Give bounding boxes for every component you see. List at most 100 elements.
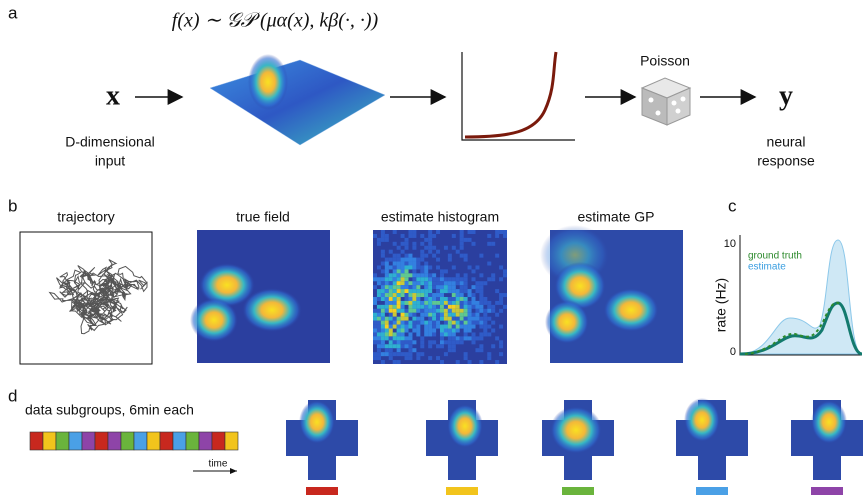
pixel (499, 265, 503, 269)
pixel (428, 265, 432, 269)
pixel (397, 262, 401, 266)
pixel (456, 325, 460, 329)
pixel (460, 289, 464, 293)
pixel (385, 289, 389, 293)
pixel (448, 309, 452, 313)
pixel (432, 340, 436, 344)
pixel (373, 317, 377, 321)
pixel (405, 238, 409, 242)
pixel (389, 332, 393, 336)
subgroup-cell (173, 432, 186, 450)
panel-c: c rate (Hz) 10 0 ground truth estimate (713, 196, 862, 357)
subgroup-cell (186, 432, 199, 450)
pixel (401, 340, 405, 344)
pixel (393, 269, 397, 273)
pixel (487, 234, 491, 238)
panel-b: b trajectory true field estimate histogr… (8, 196, 683, 364)
nonlinearity-axes (462, 52, 575, 140)
pixel (373, 340, 377, 344)
pixel (412, 273, 416, 277)
panel-title: estimate histogram (381, 209, 499, 225)
pixel (412, 242, 416, 246)
pixel (397, 340, 401, 344)
pixel (397, 301, 401, 305)
pixel (472, 242, 476, 246)
pixel (444, 325, 448, 329)
pixel (397, 293, 401, 297)
pixel (472, 269, 476, 273)
pixel (373, 297, 377, 301)
caption: response (757, 153, 815, 169)
pixel (436, 321, 440, 325)
pixel (452, 277, 456, 281)
pixel (373, 273, 377, 277)
pixel (385, 281, 389, 285)
pixel (460, 234, 464, 238)
pixel (436, 309, 440, 313)
pixel (401, 293, 405, 297)
pixel (381, 317, 385, 321)
pixel (432, 273, 436, 277)
subgroup-cell (43, 432, 56, 450)
pixel (405, 262, 409, 266)
pixel (495, 301, 499, 305)
pixel (448, 301, 452, 305)
pixel (428, 329, 432, 333)
pixel (385, 269, 389, 273)
pixel (405, 289, 409, 293)
pixel (401, 250, 405, 254)
pixel (393, 332, 397, 336)
pixel (440, 332, 444, 336)
pixel (412, 305, 416, 309)
pixel (393, 281, 397, 285)
pixel (491, 277, 495, 281)
pixel (381, 360, 385, 364)
subgroup-bar (811, 487, 843, 495)
pixel (393, 265, 397, 269)
pixel (412, 269, 416, 273)
pixel (436, 293, 440, 297)
pixel (491, 305, 495, 309)
pixel (420, 301, 424, 305)
pixel (377, 238, 381, 242)
pixel (456, 360, 460, 364)
pixel (428, 246, 432, 250)
figure: a f(x) ∼ 𝒢𝒫 (μα(x), kβ(·, ·)) x Poisson … (0, 0, 867, 501)
pixel (472, 293, 476, 297)
pixel (405, 285, 409, 289)
pixel (397, 348, 401, 352)
pixel (475, 285, 479, 289)
pixel (401, 273, 405, 277)
pixel (381, 344, 385, 348)
pixel (412, 340, 416, 344)
pixel (440, 289, 444, 293)
pixel (377, 348, 381, 352)
pixel (405, 254, 409, 258)
panel-label: d (8, 386, 17, 405)
pixel (405, 301, 409, 305)
pixel (468, 238, 472, 242)
pixel (428, 321, 432, 325)
pixel (428, 309, 432, 313)
pixel (428, 344, 432, 348)
pixel (385, 234, 389, 238)
pixel (377, 340, 381, 344)
pixel (456, 289, 460, 293)
place-field-peak (811, 400, 847, 444)
pixel (389, 352, 393, 356)
pixel (412, 234, 416, 238)
pixel (428, 317, 432, 321)
pixel (460, 340, 464, 344)
pixel (499, 301, 503, 305)
pixel (393, 293, 397, 297)
pixel (412, 317, 416, 321)
pixel (460, 313, 464, 317)
pixel (377, 344, 381, 348)
pixel (381, 285, 385, 289)
pixel (381, 297, 385, 301)
pixel (460, 305, 464, 309)
pixel (464, 317, 468, 321)
pixel (448, 329, 452, 333)
pixel (385, 348, 389, 352)
pixel (397, 297, 401, 301)
